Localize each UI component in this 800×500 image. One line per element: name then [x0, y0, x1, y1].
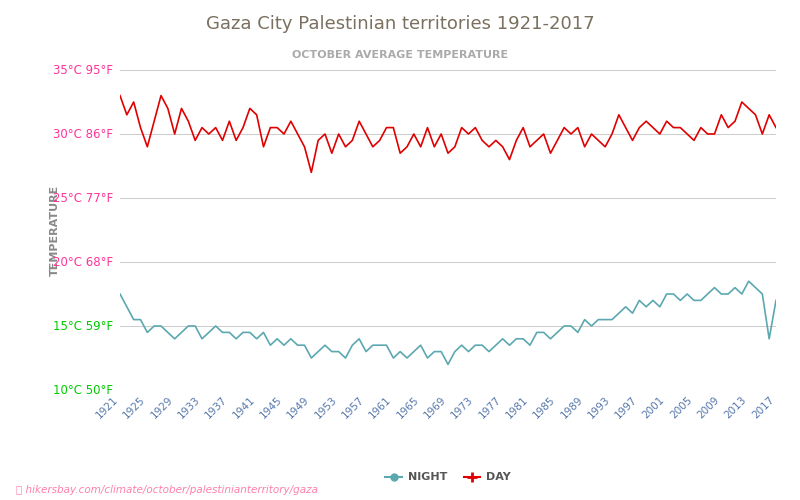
Legend: NIGHT, DAY: NIGHT, DAY	[381, 468, 515, 487]
Text: 35°C 95°F: 35°C 95°F	[54, 64, 114, 76]
Text: 25°C 77°F: 25°C 77°F	[53, 192, 114, 204]
Text: 30°C 86°F: 30°C 86°F	[54, 128, 114, 140]
Text: 10°C 50°F: 10°C 50°F	[54, 384, 114, 396]
Y-axis label: TEMPERATURE: TEMPERATURE	[50, 184, 59, 276]
Text: 20°C 68°F: 20°C 68°F	[54, 256, 114, 268]
Text: 15°C 59°F: 15°C 59°F	[54, 320, 114, 332]
Text: ⦿ hikersbay.com/climate/october/palestinianterritory/gaza: ⦿ hikersbay.com/climate/october/palestin…	[16, 485, 318, 495]
Text: OCTOBER AVERAGE TEMPERATURE: OCTOBER AVERAGE TEMPERATURE	[292, 50, 508, 60]
Text: Gaza City Palestinian territories 1921-2017: Gaza City Palestinian territories 1921-2…	[206, 15, 594, 33]
